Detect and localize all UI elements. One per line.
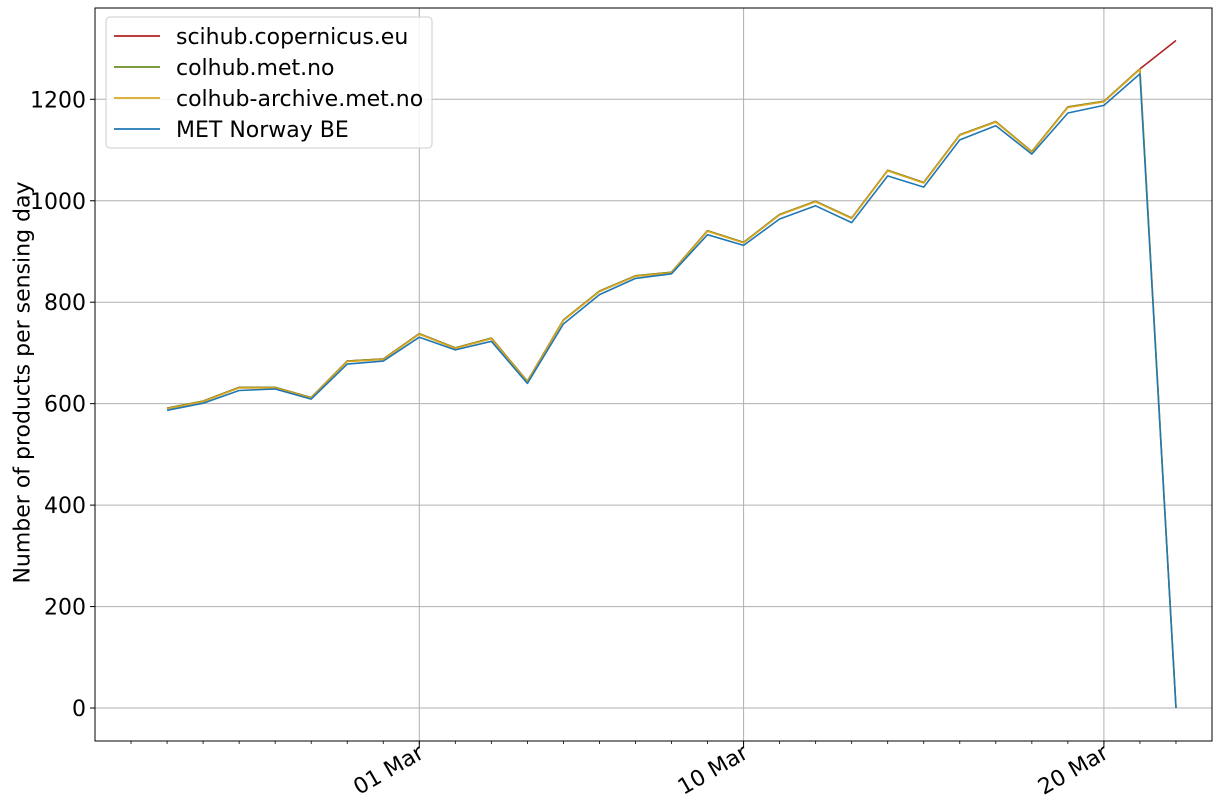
series-line bbox=[166, 68, 1177, 709]
y-tick-label: 0 bbox=[72, 697, 86, 722]
x-tick-label: 01 Mar bbox=[350, 740, 430, 800]
legend-label: scihub.copernicus.eu bbox=[176, 25, 408, 50]
legend: scihub.copernicus.eu colhub.met.no colhub-… bbox=[105, 16, 433, 149]
series-lines bbox=[166, 39, 1177, 709]
legend-label: colhub-archive.met.no bbox=[176, 87, 423, 112]
x-tick-label: 10 Mar bbox=[674, 740, 754, 800]
y-tick-label: 800 bbox=[44, 291, 86, 316]
series-line bbox=[166, 73, 1177, 709]
plot-frame bbox=[94, 7, 1213, 742]
x-tick-label: 20 Mar bbox=[1034, 740, 1114, 800]
series-line bbox=[166, 68, 1177, 709]
y-tick-label: 1000 bbox=[30, 190, 86, 215]
axis-ticks: 0 200 400 600 800 1000 1200 01 Mar 10 Mar 20 Mar bbox=[30, 88, 1177, 800]
legend-box bbox=[105, 16, 433, 149]
y-axis-label: Number of products per sensing day bbox=[11, 181, 36, 583]
legend-label: colhub.met.no bbox=[176, 56, 335, 81]
y-tick-label: 200 bbox=[44, 596, 86, 621]
y-tick-label: 400 bbox=[44, 494, 86, 519]
y-tick-label: 600 bbox=[44, 393, 86, 418]
y-tick-label: 1200 bbox=[30, 88, 86, 113]
legend-label: MET Norway BE bbox=[176, 118, 349, 143]
